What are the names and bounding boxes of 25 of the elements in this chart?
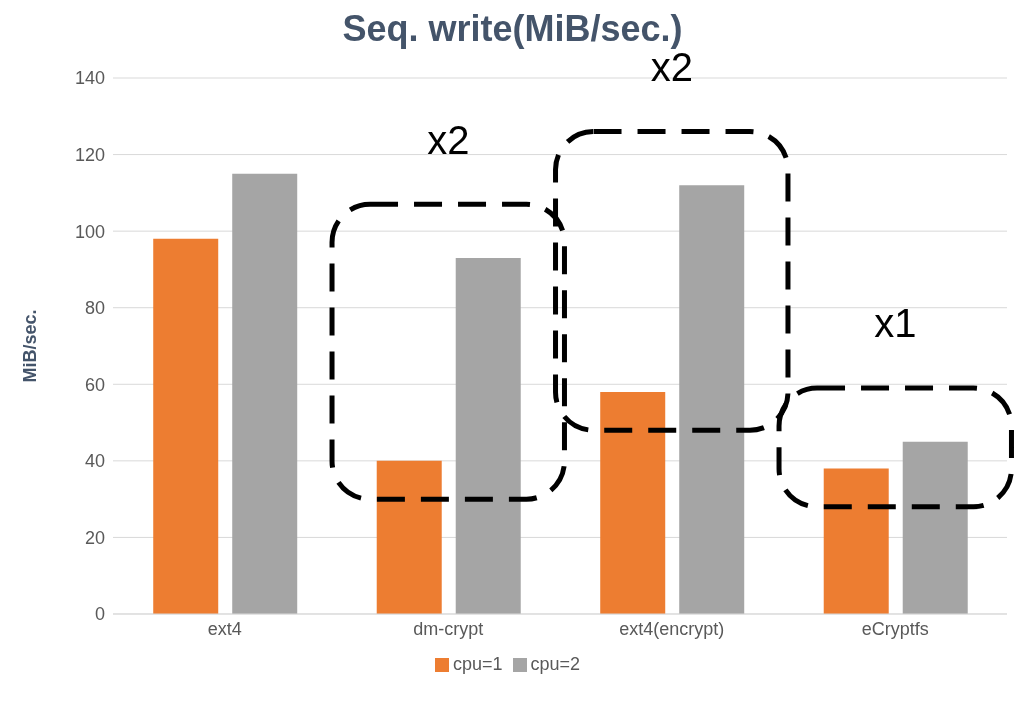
legend-label: cpu=2 [530, 654, 581, 674]
bar [600, 391, 666, 614]
annotation: x2 [427, 117, 470, 162]
x-tick-label: ext4(encrypt) [619, 618, 725, 639]
bar [823, 468, 889, 614]
y-tick-label: 100 [74, 221, 105, 242]
y-tick-label: 60 [84, 374, 105, 395]
y-axis-title: MiB/sec. [20, 309, 41, 383]
bar [153, 238, 219, 614]
annotation: x1 [874, 301, 917, 346]
bar [902, 441, 968, 614]
x-tick-label: ext4 [207, 618, 242, 639]
bar [376, 460, 442, 614]
y-tick-label: 40 [84, 451, 105, 472]
legend-label: cpu=1 [452, 654, 503, 674]
bar [679, 185, 745, 614]
y-tick-label: 120 [74, 144, 105, 165]
y-tick-label: 0 [94, 604, 105, 625]
y-tick-label: 80 [84, 298, 105, 319]
y-tick-label: 20 [84, 527, 105, 548]
bar [455, 257, 521, 614]
bar [232, 173, 298, 614]
x-tick-label: eCryptfs [861, 618, 929, 639]
y-tick-label: 140 [74, 68, 105, 89]
x-tick-label: dm-crypt [413, 618, 484, 639]
